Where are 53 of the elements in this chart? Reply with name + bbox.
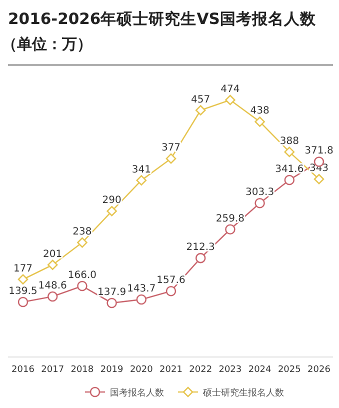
point: [106, 206, 117, 216]
legend-label: 硕士研究生报名人数: [202, 388, 284, 398]
point: [18, 274, 28, 285]
data-label: 137.9: [97, 287, 126, 298]
point: [18, 296, 28, 308]
data-label: 341.6: [275, 164, 304, 175]
chart-title: 2016-2026年硕士研究生VS国考报名人数: [8, 10, 317, 28]
x-tick-label: 2020: [130, 365, 154, 375]
data-label: 143.7: [127, 283, 156, 294]
chart-subtitle: （单位：万）: [2, 35, 92, 53]
x-tick-label: 2022: [189, 365, 212, 375]
data-label: 166.0: [68, 270, 97, 282]
x-tick-label: 2018: [70, 365, 94, 375]
data-label: 238: [72, 226, 92, 238]
point: [225, 224, 236, 235]
point: [106, 298, 117, 308]
point: [284, 146, 295, 158]
data-label: 177: [13, 263, 33, 274]
point: [195, 252, 206, 264]
point: [314, 174, 324, 184]
legend-label: 国考报名人数: [110, 388, 164, 398]
point: [225, 94, 236, 106]
point: [166, 286, 176, 296]
x-tick-label: 2026: [308, 365, 331, 375]
x-tick-label: 2025: [278, 365, 301, 375]
data-label: 371.8: [304, 146, 334, 157]
data-label: 474: [220, 84, 240, 95]
data-label: 139.5: [8, 286, 38, 298]
point: [47, 260, 58, 270]
data-label: 457: [191, 94, 210, 106]
point: [47, 291, 58, 302]
point: [195, 105, 206, 116]
x-tick-label: 2023: [218, 365, 242, 375]
data-label: 341: [132, 164, 151, 176]
data-label: 148.6: [38, 280, 67, 292]
x-tick-label: 2024: [248, 365, 272, 375]
x-tick-label: 2019: [100, 365, 124, 375]
data-label: 290: [102, 195, 122, 206]
point: [77, 280, 88, 292]
point: [166, 153, 176, 164]
x-tick-label: 2017: [41, 365, 64, 375]
point: [284, 174, 295, 186]
data-label: 303.3: [245, 187, 274, 198]
point: [254, 198, 265, 208]
x-tick-label: 2021: [160, 365, 182, 375]
point: [254, 116, 265, 127]
data-label: 201: [43, 248, 62, 260]
point: [136, 294, 147, 305]
data-label: 388: [280, 136, 299, 147]
data-label: 438: [250, 106, 270, 117]
point: [136, 175, 147, 186]
point: [77, 237, 88, 248]
x-tick-label: 2016: [12, 365, 35, 375]
